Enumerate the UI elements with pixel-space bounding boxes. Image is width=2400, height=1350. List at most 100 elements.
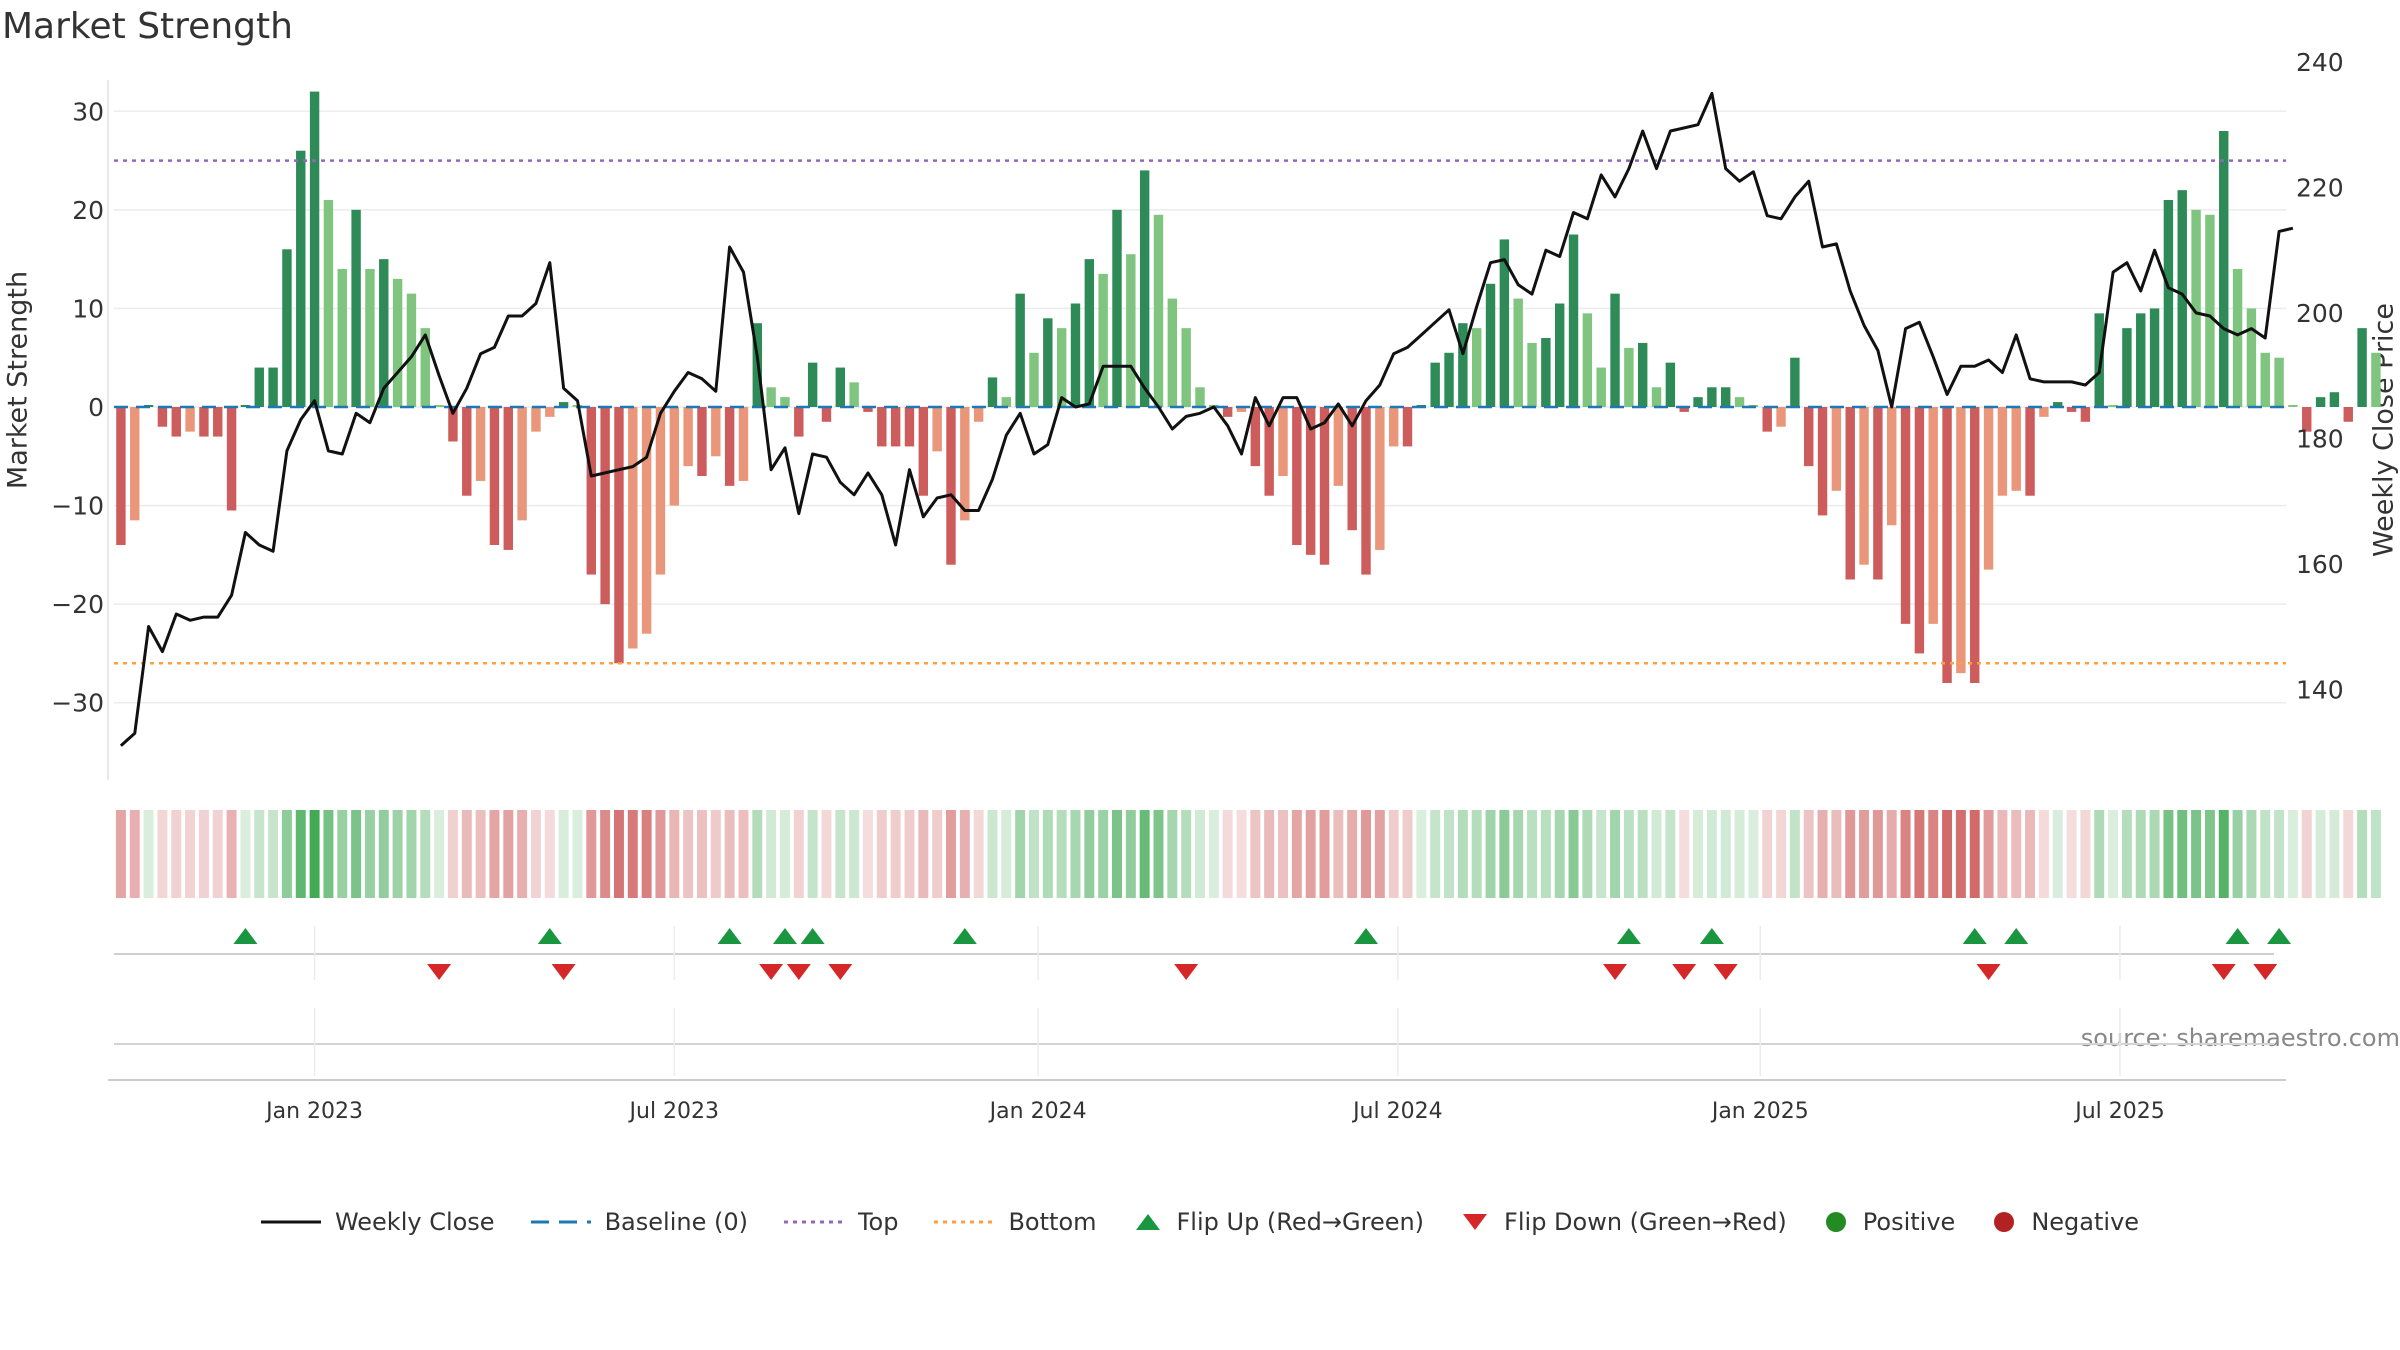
legend-label-weekly-close: Weekly Close bbox=[334, 1208, 495, 1236]
heat-strip bbox=[115, 810, 2381, 898]
chart-title: Market Strength bbox=[2, 6, 293, 47]
heat-cell bbox=[2191, 810, 2202, 898]
strength-bar bbox=[282, 249, 292, 407]
heat-cell bbox=[835, 810, 846, 898]
flip-up-marker bbox=[772, 928, 797, 944]
heat-cell bbox=[2135, 810, 2146, 898]
y-tick-label-left: 20 bbox=[72, 196, 104, 225]
legend-label-negative: Negative bbox=[2031, 1208, 2140, 1236]
bottom-panel: Jan 2023 Jul 2023 Jan 2024 Jul 2024 Jan 2025… bbox=[108, 926, 2286, 1124]
heat-cell bbox=[1513, 810, 1524, 898]
strength-bar bbox=[2066, 407, 2077, 412]
strength-bar bbox=[1651, 387, 1662, 407]
x-tick-label: Jan 2025 bbox=[1710, 1099, 1809, 1124]
strength-bar bbox=[420, 328, 430, 407]
legend-label-flip-up: Flip Up (Red→Green) bbox=[1176, 1208, 1425, 1236]
flip-down-marker bbox=[786, 964, 811, 980]
strength-bar bbox=[254, 367, 264, 407]
strength-bar bbox=[1292, 407, 1302, 545]
strength-bar bbox=[2039, 407, 2049, 417]
flip-down-marker bbox=[1713, 964, 1738, 980]
heat-cell bbox=[2232, 810, 2243, 898]
heat-cell bbox=[1070, 810, 1081, 898]
heat-cell bbox=[1250, 810, 1261, 898]
strength-bar bbox=[1624, 347, 1634, 407]
strength-bar bbox=[1983, 407, 1994, 570]
heat-cell bbox=[1015, 810, 1026, 898]
strength-bar bbox=[683, 407, 693, 467]
strength-bar bbox=[932, 407, 942, 452]
y-tick-label-right: 180 bbox=[2296, 424, 2344, 453]
strength-bar bbox=[946, 407, 956, 565]
heat-cell bbox=[627, 810, 638, 898]
heat-cell bbox=[2149, 810, 2160, 898]
strength-bar bbox=[406, 293, 417, 407]
strength-bar bbox=[1707, 387, 1717, 407]
strength-bar bbox=[157, 407, 168, 427]
strength-bar bbox=[2094, 313, 2104, 407]
strength-bar bbox=[1347, 407, 1357, 531]
strength-bar bbox=[849, 382, 859, 407]
strength-bar bbox=[724, 407, 735, 486]
flip-down-marker bbox=[551, 964, 576, 980]
strength-bar bbox=[1084, 259, 1095, 407]
heat-cell bbox=[752, 810, 763, 898]
strength-bar bbox=[323, 200, 334, 407]
legend-label-positive: Positive bbox=[1862, 1208, 1956, 1236]
heat-cell bbox=[1457, 810, 1468, 898]
flip-up-marker bbox=[537, 928, 562, 944]
heat-cell bbox=[724, 810, 735, 898]
heat-cell bbox=[2080, 810, 2091, 898]
heat-cell bbox=[2357, 810, 2368, 898]
strength-bar bbox=[185, 407, 195, 432]
heat-cell bbox=[115, 810, 126, 898]
heat-cell bbox=[1540, 810, 1551, 898]
strength-bar bbox=[1942, 407, 1952, 683]
heat-cell bbox=[1983, 810, 1994, 898]
strength-bar bbox=[1250, 407, 1261, 467]
heat-cell bbox=[683, 810, 694, 898]
strength-bar bbox=[531, 407, 541, 432]
y-tick-label-left: 30 bbox=[72, 97, 104, 126]
y-tick-label-left: −30 bbox=[51, 689, 104, 718]
legend-swatch-flip-up bbox=[1135, 1214, 1160, 1230]
heat-cell bbox=[351, 810, 362, 898]
strength-bar bbox=[821, 407, 832, 422]
heat-cell bbox=[1112, 810, 1122, 898]
heat-cell bbox=[406, 810, 417, 898]
y-tick-label-right: 200 bbox=[2296, 299, 2344, 328]
strength-bar bbox=[655, 407, 666, 575]
heat-cell bbox=[337, 810, 348, 898]
heat-cell bbox=[1706, 810, 1717, 898]
strength-bar bbox=[1582, 313, 1593, 407]
strength-bar bbox=[2357, 328, 2367, 407]
heat-cell bbox=[946, 810, 956, 898]
heat-cell bbox=[2177, 810, 2188, 898]
heat-cell bbox=[1485, 810, 1496, 898]
strength-bars bbox=[116, 91, 2381, 683]
flip-up-marker bbox=[800, 928, 825, 944]
y-tick-label-left: 0 bbox=[88, 393, 104, 422]
y-tick-label-right: 140 bbox=[2296, 675, 2344, 704]
flip-up-marker bbox=[1616, 928, 1641, 944]
heat-cell bbox=[1623, 810, 1634, 898]
strength-bar bbox=[987, 377, 998, 407]
strength-bar bbox=[1278, 407, 1288, 476]
strength-bar bbox=[1928, 407, 1938, 624]
strength-bar bbox=[1970, 407, 1980, 683]
strength-bar bbox=[213, 407, 223, 437]
strength-bar bbox=[1056, 328, 1067, 407]
heat-cell bbox=[1291, 810, 1302, 898]
strength-bar bbox=[904, 407, 915, 447]
heat-cell bbox=[1610, 810, 1621, 898]
strength-bar bbox=[1112, 209, 1122, 407]
x-tick-label: Jul 2025 bbox=[2073, 1099, 2165, 1124]
heat-cell bbox=[669, 810, 680, 898]
heat-cell bbox=[281, 810, 292, 898]
strength-bar bbox=[1887, 407, 1897, 526]
heat-cell bbox=[1955, 810, 1966, 898]
flip-up-marker bbox=[1962, 928, 1987, 944]
heat-cell bbox=[779, 810, 790, 898]
strength-bar bbox=[2053, 402, 2063, 407]
heat-cell bbox=[807, 810, 818, 898]
